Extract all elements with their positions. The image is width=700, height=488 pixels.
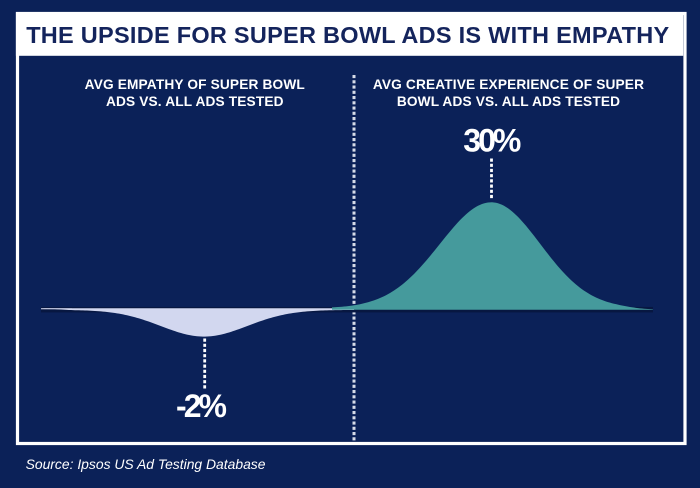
svg-text:THE UPSIDE FOR SUPER BOWL ADS: THE UPSIDE FOR SUPER BOWL ADS IS WITH EM… (26, 22, 669, 48)
svg-text:30%: 30% (463, 122, 521, 158)
svg-text:-2%: -2% (176, 388, 226, 424)
svg-text:Source: Ipsos US Ad Testing Da: Source: Ipsos US Ad Testing Database (26, 456, 266, 472)
svg-text:ADS VS. ALL ADS TESTED: ADS VS. ALL ADS TESTED (106, 94, 284, 109)
svg-text:AVG CREATIVE EXPERIENCE OF SUP: AVG CREATIVE EXPERIENCE OF SUPER (373, 77, 644, 92)
svg-text:BOWL ADS VS. ALL ADS TESTED: BOWL ADS VS. ALL ADS TESTED (397, 94, 620, 109)
svg-text:AVG EMPATHY OF SUPER BOWL: AVG EMPATHY OF SUPER BOWL (85, 77, 305, 92)
